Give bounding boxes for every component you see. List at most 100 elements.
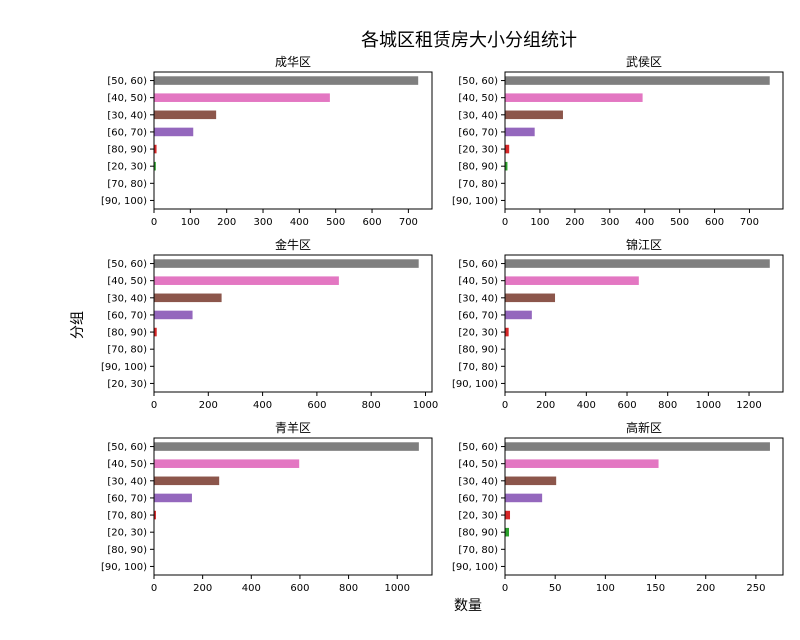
x-tick-label: 500 — [326, 217, 345, 228]
x-tick-label: 600 — [290, 583, 309, 594]
x-tick-label: 150 — [646, 583, 665, 594]
subplot-1: 武侯区 [50, 60) [40, 50) [30, 40) [60, 70) [20, … — [452, 55, 784, 228]
bar — [505, 493, 543, 503]
subplot-0: 成华区 [50, 60) [40, 50) [30, 40) [60, 70) [80, … — [101, 55, 433, 228]
bar — [154, 442, 419, 451]
x-tick-label: 200 — [565, 217, 584, 228]
axes-frame — [504, 71, 784, 210]
axes-frame — [504, 254, 784, 393]
x-tick-label: 1200 — [736, 400, 761, 411]
y-tick-label: [20, 30) — [107, 528, 147, 539]
axes-frame — [153, 71, 433, 210]
axes-frame — [153, 254, 433, 393]
y-tick-label: [40, 50) — [458, 93, 498, 104]
bar — [505, 476, 557, 486]
y-tick-label: [60, 70) — [107, 127, 147, 138]
y-tick-label: [80, 90) — [107, 545, 147, 556]
x-tick-label: 200 — [696, 583, 715, 594]
x-tick-label: 100 — [181, 217, 200, 228]
bar — [505, 110, 563, 120]
bar — [154, 110, 217, 120]
y-tick-label: [90, 100) — [101, 196, 147, 207]
y-tick-label: [50, 60) — [107, 76, 147, 87]
x-tick-label: 600 — [617, 400, 636, 411]
y-tick-label: [50, 60) — [107, 259, 147, 270]
y-tick-label: [90, 100) — [101, 562, 147, 573]
bar — [505, 127, 535, 137]
y-tick-label: [60, 70) — [458, 493, 498, 504]
y-tick-label: [70, 80) — [458, 179, 498, 190]
x-tick-label: 1000 — [696, 400, 721, 411]
y-tick-label: [30, 40) — [107, 293, 147, 304]
y-tick-label: [70, 80) — [458, 545, 498, 556]
y-tick-label: [30, 40) — [107, 110, 147, 121]
y-tick-label: [70, 80) — [458, 362, 498, 373]
x-tick-label: 1000 — [384, 583, 409, 594]
bar — [154, 476, 220, 486]
x-tick-label: 400 — [253, 400, 272, 411]
y-tick-label: [40, 50) — [107, 276, 147, 287]
y-tick-label: [90, 100) — [452, 196, 498, 207]
bar — [154, 510, 156, 520]
bar — [154, 310, 193, 320]
bar — [505, 510, 511, 520]
bar — [154, 144, 157, 154]
x-tick-label: 600 — [705, 217, 724, 228]
subplot-title: 青羊区 — [275, 420, 311, 435]
y-tick-label: [30, 40) — [458, 476, 498, 487]
subplot-title: 成华区 — [275, 55, 311, 69]
y-tick-label: [80, 90) — [458, 528, 498, 539]
bar — [154, 93, 330, 102]
x-tick-label: 400 — [577, 400, 596, 411]
subplot-title: 武侯区 — [626, 55, 662, 69]
y-tick-label: [50, 60) — [458, 259, 498, 270]
y-tick-label: [30, 40) — [458, 293, 498, 304]
x-tick-label: 400 — [242, 583, 261, 594]
bar — [505, 293, 556, 303]
axes-frame — [153, 437, 433, 576]
x-tick-label: 0 — [151, 217, 157, 228]
y-tick-label: [90, 100) — [452, 562, 498, 573]
x-axis-label: 数量 — [454, 598, 482, 614]
y-tick-label: [50, 60) — [458, 76, 498, 87]
x-tick-label: 1000 — [413, 400, 438, 411]
subplot-title: 高新区 — [626, 420, 662, 435]
bar — [505, 76, 770, 85]
y-tick-label: [90, 100) — [101, 362, 147, 373]
y-tick-label: [60, 70) — [458, 310, 498, 321]
x-tick-label: 400 — [290, 217, 309, 228]
x-tick-label: 500 — [670, 217, 689, 228]
y-tick-label: [30, 40) — [458, 110, 498, 121]
bar — [154, 76, 419, 85]
bar — [154, 276, 339, 285]
bar — [505, 144, 510, 154]
subplot-title: 锦江区 — [626, 238, 662, 252]
x-tick-label: 300 — [253, 217, 272, 228]
x-tick-label: 0 — [502, 217, 508, 228]
y-tick-label: [80, 90) — [458, 345, 498, 356]
x-tick-label: 200 — [217, 217, 236, 228]
x-tick-label: 0 — [502, 583, 508, 594]
x-tick-label: 700 — [740, 217, 759, 228]
y-tick-label: [80, 90) — [107, 328, 147, 339]
bar — [154, 459, 300, 468]
x-tick-label: 0 — [151, 400, 157, 411]
x-tick-label: 200 — [199, 400, 218, 411]
y-tick-label: [40, 50) — [458, 459, 498, 470]
x-tick-label: 700 — [399, 217, 418, 228]
y-tick-label: [70, 80) — [107, 179, 147, 190]
y-tick-label: [70, 80) — [107, 511, 147, 522]
y-tick-label: [80, 90) — [458, 162, 498, 173]
x-tick-label: 200 — [193, 583, 212, 594]
y-tick-label: [20, 30) — [107, 162, 147, 173]
y-tick-label: [40, 50) — [107, 459, 147, 470]
subplot-title: 金牛区 — [275, 237, 311, 252]
y-tick-label: [40, 50) — [107, 93, 147, 104]
subplot-4: 青羊区 [50, 60) [40, 50) [30, 40) [60, 70) [70, … — [101, 420, 433, 594]
y-tick-label: [60, 70) — [458, 127, 498, 138]
bar — [154, 493, 192, 503]
bar — [154, 293, 222, 303]
figure-title: 各城区租赁房大小分组统计 — [361, 30, 577, 51]
x-tick-label: 50 — [549, 583, 562, 594]
y-tick-label: [60, 70) — [107, 310, 147, 321]
